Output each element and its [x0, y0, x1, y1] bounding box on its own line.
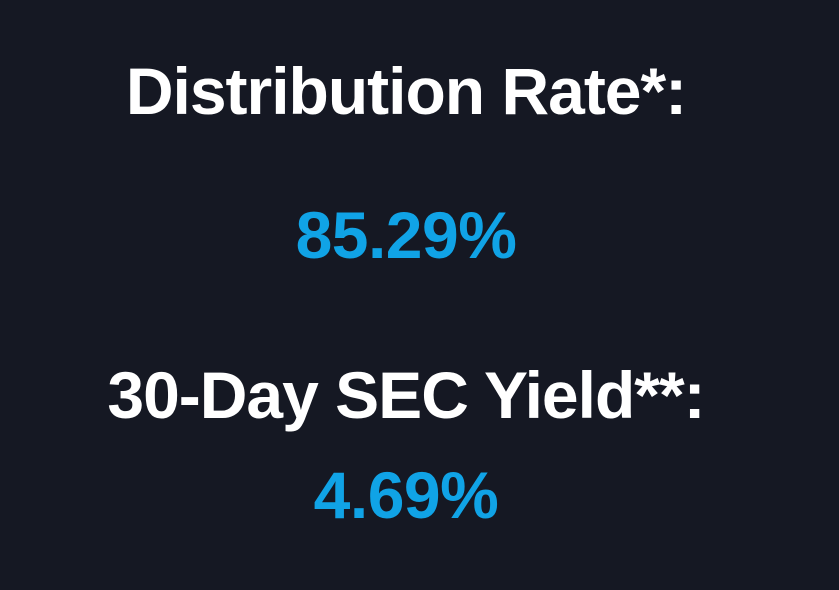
distribution-rate-value: 85.29% [295, 198, 517, 272]
sec-yield-label: 30-Day SEC Yield**: [107, 358, 705, 432]
sec-yield-value: 4.69% [313, 458, 499, 532]
distribution-rate-label: Distribution Rate*: [125, 54, 687, 128]
